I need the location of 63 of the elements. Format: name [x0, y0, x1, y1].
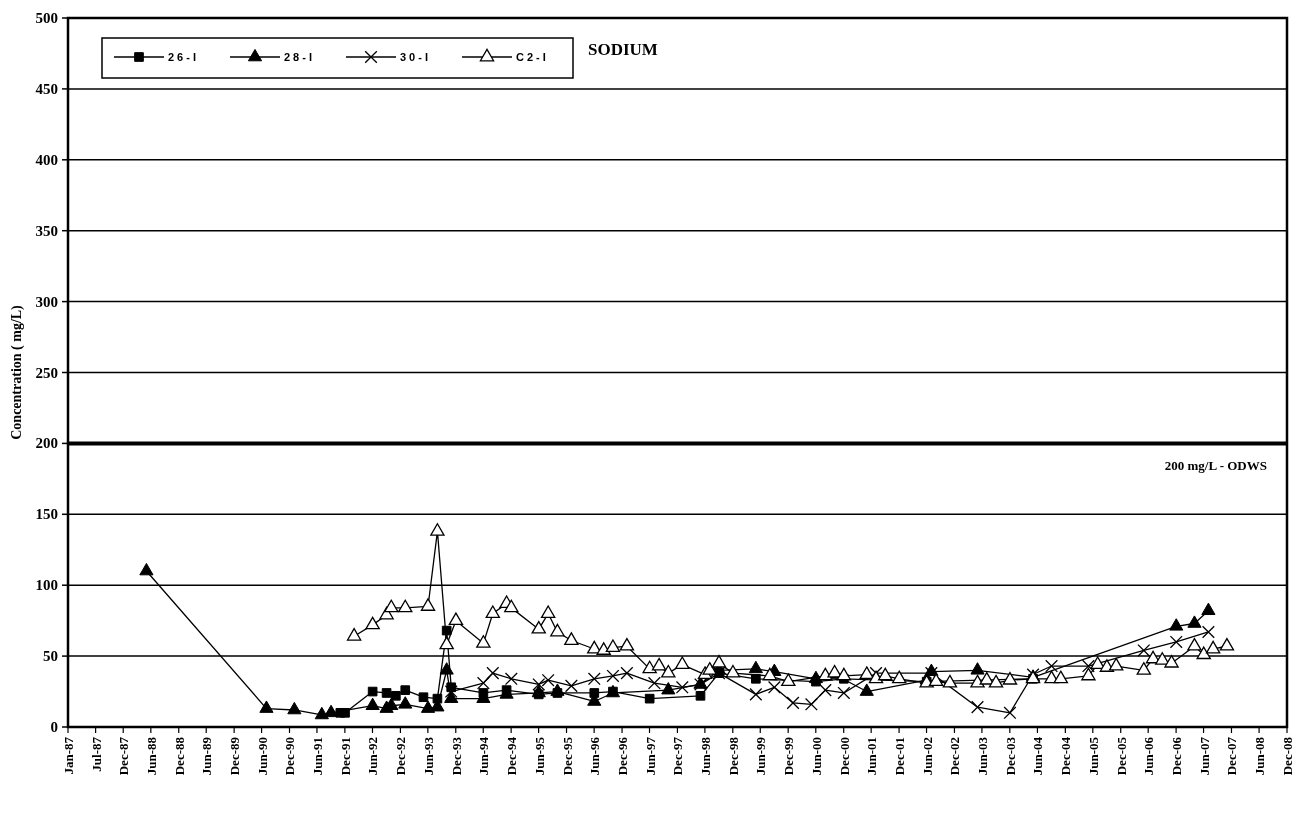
- x-tick-label: Jun-02: [919, 737, 935, 776]
- y-axis-title: Concentration ( mg/L): [9, 304, 25, 440]
- x-tick-label: Jan-87: [61, 736, 76, 775]
- y-tick-label: 100: [35, 577, 58, 594]
- x-tick-label: Dec-00: [836, 737, 852, 776]
- x-tick-label: Dec-90: [282, 737, 298, 776]
- x-tick-label: Dec-92: [393, 737, 409, 776]
- x-tick-label: Jun-94: [476, 736, 492, 776]
- x-tick-label: Dec-91: [337, 737, 353, 776]
- ref-line-label: 200 mg/L - ODWS: [1164, 458, 1267, 474]
- x-tick-label: Dec-98: [725, 736, 741, 776]
- x-tick-label: Jun-89: [199, 736, 215, 776]
- x-tick-label: Jun-07: [1196, 736, 1212, 776]
- text: SODIUM: [588, 40, 658, 59]
- y-tick-label: 300: [35, 293, 58, 310]
- x-tick-label: Jun-93: [420, 736, 436, 776]
- x-tick-label: Jun-92: [365, 737, 381, 776]
- x-tick-label: Dec-87: [116, 736, 132, 776]
- y-tick-label: 450: [35, 80, 58, 97]
- y-tick-label: 400: [35, 151, 58, 168]
- x-tick-label: Jul-87: [88, 736, 104, 772]
- x-tick-label: Jun-95: [531, 736, 547, 776]
- x-tick-label: Dec-97: [670, 736, 686, 776]
- y-tick-label: 150: [35, 506, 58, 523]
- x-tick-label: Dec-99: [781, 736, 797, 776]
- legend-label: 26-I: [168, 51, 199, 63]
- x-tick-label: Jun-96: [587, 736, 603, 776]
- y-tick-label: 200: [35, 435, 58, 452]
- x-tick-label: Dec-06: [1169, 736, 1185, 776]
- x-tick-label: Dec-03: [1002, 736, 1018, 776]
- x-tick-label: Jun-05: [1085, 736, 1101, 776]
- y-tick-label: 250: [35, 364, 58, 381]
- y-tick-label: 350: [35, 222, 58, 239]
- x-tick-label: Dec-96: [615, 736, 631, 776]
- legend-label: 28-I: [284, 51, 315, 63]
- x-tick-label: Dec-02: [947, 737, 963, 776]
- legend-label: C2-I: [516, 51, 549, 63]
- legend-label: 30-I: [400, 51, 431, 63]
- x-tick-label: Dec-07: [1224, 736, 1240, 776]
- x-tick-label: Dec-95: [559, 736, 575, 776]
- x-tick-label: Dec-05: [1113, 736, 1129, 776]
- x-tick-label: Dec-08: [1280, 736, 1295, 776]
- x-tick-label: Dec-94: [504, 736, 520, 776]
- y-tick-label: 500: [35, 10, 58, 26]
- x-tick-label: Jun-00: [808, 737, 824, 776]
- x-tick-label: Dec-04: [1058, 736, 1074, 776]
- x-tick-label: Jun-01: [864, 737, 880, 776]
- x-tick-label: Dec-93: [448, 736, 464, 776]
- x-tick-label: Dec-88: [171, 736, 187, 776]
- x-tick-label: Dec-01: [892, 737, 908, 776]
- x-tick-label: Jun-88: [143, 736, 159, 776]
- x-tick-label: Jun-98: [697, 736, 713, 776]
- y-tick-label: 50: [43, 648, 58, 665]
- x-tick-label: Jun-04: [1030, 736, 1046, 776]
- y-tick-label: 0: [50, 719, 58, 735]
- x-tick-label: Jun-08: [1252, 736, 1268, 776]
- x-tick-label: Dec-89: [227, 736, 243, 776]
- x-tick-label: Jun-97: [642, 736, 658, 776]
- x-tick-label: Jun-90: [254, 737, 270, 776]
- x-tick-label: Jun-06: [1141, 736, 1157, 776]
- x-tick-label: Jun-99: [753, 736, 769, 776]
- x-tick-label: Jun-91: [309, 737, 325, 776]
- x-tick-label: Jun-03: [974, 736, 990, 776]
